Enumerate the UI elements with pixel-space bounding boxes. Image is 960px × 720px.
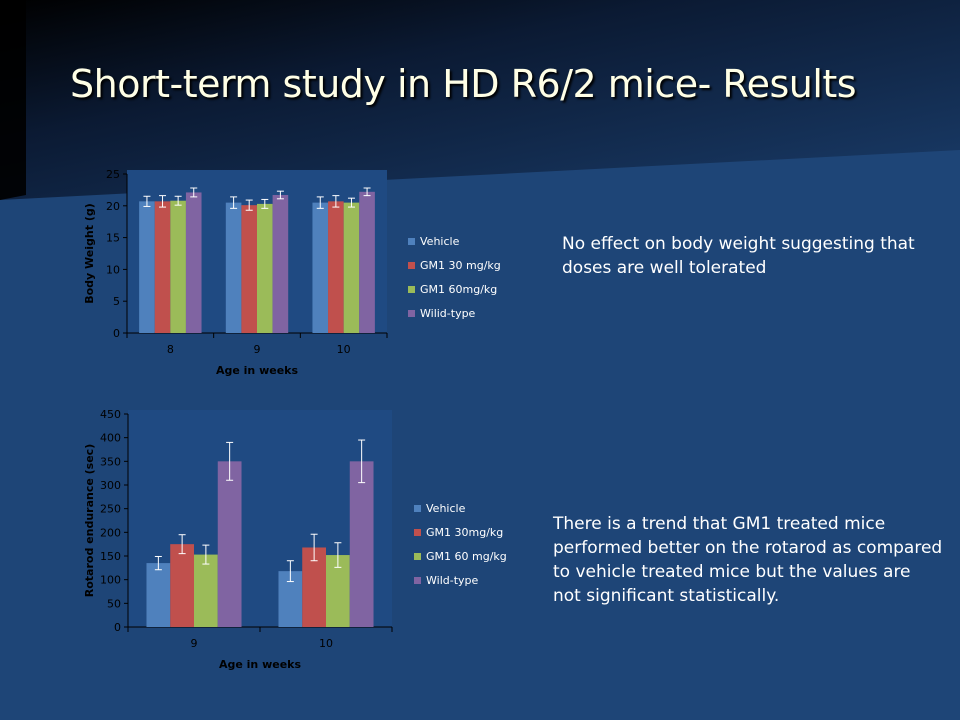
rotarod-y-tick-label: 400 — [100, 432, 121, 445]
rotarod-x-tick-label: 10 — [319, 637, 333, 650]
weight-bar — [139, 201, 155, 333]
weight-y-axis-label: Body Weight (g) — [83, 203, 96, 304]
rotarod-y-tick-label: 450 — [100, 408, 121, 421]
rotarod-legend-label: Wild-type — [426, 574, 479, 587]
weight-y-tick-label: 20 — [106, 200, 120, 213]
weight-legend-swatch — [408, 238, 415, 245]
weight-y-tick-label: 10 — [106, 263, 120, 276]
rotarod-legend-label: GM1 60 mg/kg — [426, 550, 507, 563]
weight-bar — [225, 202, 242, 333]
rotarod-legend-swatch — [414, 505, 421, 512]
weight-legend-swatch — [408, 262, 415, 269]
rotarod-bar — [302, 547, 326, 627]
rotarod-bar — [326, 555, 350, 627]
weight-legend-swatch — [408, 310, 415, 317]
weight-bar — [272, 194, 289, 333]
weight-legend-label: GM1 30 mg/kg — [420, 259, 501, 272]
weight-bar — [312, 202, 329, 333]
weight-legend-label: GM1 60mg/kg — [420, 283, 497, 296]
rotarod-bar — [170, 544, 194, 627]
rotarod-note: There is a trend that GM1 treated mice p… — [553, 514, 943, 606]
weight-bar — [154, 201, 171, 333]
weight-y-tick-label: 5 — [113, 295, 120, 308]
rotarod-y-tick-label: 150 — [100, 550, 121, 563]
weight-bar — [241, 205, 257, 333]
rotarod-y-axis-label: Rotarod endurance (sec) — [83, 444, 96, 597]
rotarod-y-tick-label: 200 — [100, 526, 121, 539]
rotarod-y-tick-label: 50 — [107, 597, 121, 610]
weight-bar — [343, 202, 360, 333]
rotarod-x-tick-label: 9 — [191, 637, 198, 650]
rotarod-y-tick-label: 300 — [100, 479, 121, 492]
rotarod-x-axis-label: Age in weeks — [219, 658, 302, 671]
weight-bar — [257, 203, 273, 333]
weight-bar — [170, 200, 186, 333]
rotarod-legend-label: GM1 30mg/kg — [426, 526, 503, 539]
weight-legend-label: Vehicle — [420, 235, 460, 248]
weight-legend-swatch — [408, 286, 415, 293]
weight-y-tick-label: 15 — [106, 232, 120, 245]
weight-y-tick-label: 25 — [106, 168, 120, 181]
weight-x-tick-label: 8 — [167, 343, 174, 356]
rotarod-y-tick-label: 250 — [100, 503, 121, 516]
weight-y-tick-label: 0 — [113, 327, 120, 340]
body-weight-note: No effect on body weight suggesting that… — [562, 234, 915, 278]
rotarod-bar — [146, 563, 171, 627]
rotarod-y-tick-label: 100 — [100, 574, 121, 587]
weight-x-axis-label: Age in weeks — [216, 364, 299, 377]
weight-x-tick-label: 9 — [254, 343, 261, 356]
weight-x-tick-label: 10 — [337, 343, 351, 356]
rotarod-y-tick-label: 0 — [114, 621, 121, 634]
rotarod-legend-swatch — [414, 529, 421, 536]
rotarod-legend-label: Vehicle — [426, 502, 466, 515]
slide-title: Short-term study in HD R6/2 mice- Result… — [70, 62, 857, 106]
rotarod-y-tick-label: 350 — [100, 455, 121, 468]
rotarod-bar — [278, 571, 303, 627]
weight-bar — [185, 192, 202, 333]
weight-bar — [359, 191, 375, 333]
weight-bar — [328, 201, 344, 333]
rotarod-bar — [217, 461, 242, 627]
weight-legend-label: Wilid-type — [420, 307, 476, 320]
rotarod-bar — [194, 554, 218, 627]
rotarod-legend-swatch — [414, 553, 421, 560]
rotarod-bar — [349, 461, 374, 627]
rotarod-legend-swatch — [414, 577, 421, 584]
